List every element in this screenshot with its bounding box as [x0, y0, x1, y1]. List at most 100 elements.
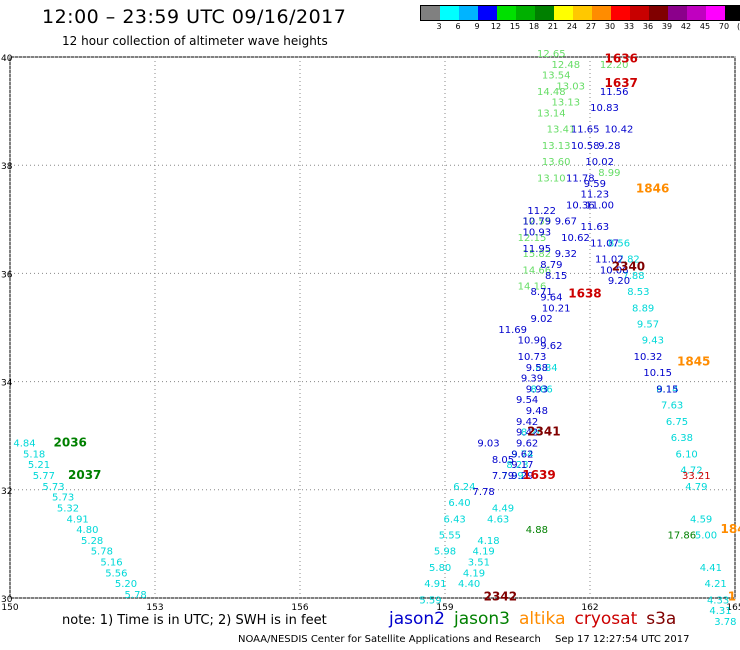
- wave-height-label: 8.23: [506, 460, 528, 471]
- wave-height-label: 5.56: [105, 568, 127, 579]
- legend-swatch: [554, 6, 573, 20]
- wave-height-label: 5.98: [434, 547, 456, 558]
- wave-height-label: 8.15: [545, 271, 567, 282]
- legend-swatch: [687, 6, 706, 20]
- wave-height-label: 11.22: [527, 206, 556, 217]
- wave-height-label: 8.89: [632, 303, 654, 314]
- wave-height-label: 11.23: [581, 190, 610, 201]
- pass-time-label: 1639: [522, 468, 555, 482]
- wave-height-label: 6.40: [448, 498, 470, 509]
- wave-height-label: 5.28: [81, 536, 103, 547]
- legend-swatch: [592, 6, 611, 20]
- legend-swatch: [478, 6, 497, 20]
- wave-height-label: 6.43: [444, 514, 466, 525]
- wave-height-label: 7.63: [661, 401, 683, 412]
- wave-height-label: 8.79: [540, 260, 562, 271]
- wave-height-label: 9.29: [511, 471, 533, 482]
- plot-frame: [9, 56, 736, 599]
- wave-height-label: 6.75: [666, 417, 688, 428]
- satellite-label-altika: altika: [519, 609, 566, 629]
- wave-height-label: 4.49: [492, 503, 514, 514]
- wave-height-label: 13.60: [542, 157, 571, 168]
- wave-height-label: 11.65: [571, 125, 600, 136]
- y-tick-label: 32: [1, 487, 12, 497]
- legend-swatch: [421, 6, 440, 20]
- wave-height-label: 4.59: [690, 514, 712, 525]
- legend-swatch: [573, 6, 592, 20]
- legend-tick-label: 3: [436, 22, 442, 31]
- x-tick-label: 165: [726, 603, 740, 613]
- wave-height-label: 6.10: [676, 449, 698, 460]
- wave-height-label: 17.86: [668, 530, 697, 541]
- wave-height-label: 10.32: [634, 352, 663, 363]
- wave-height-label: 9.02: [531, 314, 553, 325]
- legend-tick-label: 21: [547, 22, 559, 31]
- wave-height-label: 4.79: [685, 482, 707, 493]
- wave-height-label: 12.55: [523, 217, 552, 228]
- wave-height-label: 8.26: [521, 428, 543, 439]
- wave-height-label: 10.36: [566, 200, 595, 211]
- legend-tick-label: 70: [718, 22, 730, 31]
- wave-height-label: 10.90: [518, 336, 547, 347]
- wave-height-label: 9.64: [540, 292, 562, 303]
- wave-height-label: 4.18: [477, 536, 499, 547]
- wave-height-label: 5.59: [419, 595, 441, 606]
- wave-height-label: 7.79: [492, 471, 514, 482]
- wave-height-label: 8.84: [535, 363, 557, 374]
- wave-height-label: 4.41: [700, 563, 722, 574]
- wave-height-label: 10.83: [590, 103, 619, 114]
- wave-height-label: 9.62: [511, 449, 533, 460]
- wave-height-label: 4.63: [487, 514, 509, 525]
- satellite-label-s3a: s3a: [646, 609, 677, 629]
- pass-time-label: 1845: [677, 354, 710, 368]
- y-tick-label: 40: [1, 54, 13, 64]
- legend-swatch: [725, 6, 740, 20]
- wave-height-label: 6.24: [453, 482, 475, 493]
- wave-height-label: 9.74: [511, 449, 533, 460]
- wave-height-label: 11.07: [590, 238, 619, 249]
- wave-height-label: 7.88: [622, 271, 644, 282]
- y-tick-label: 34: [1, 379, 13, 389]
- wave-height-label: 7.82: [618, 255, 640, 266]
- wave-height-label: 8.86: [531, 384, 553, 395]
- wave-height-label: 4.31: [709, 606, 731, 617]
- wave-height-label: 10.79: [523, 217, 552, 228]
- legend-tick-label: 27: [585, 22, 597, 31]
- wave-height-label: 9.17: [511, 460, 533, 471]
- wave-height-label: 11.63: [581, 222, 610, 233]
- wave-height-label: 11.95: [523, 244, 552, 255]
- wave-height-label: 8.71: [531, 287, 553, 298]
- wave-height-label: 9.39: [521, 374, 543, 385]
- legend-tick-label: 24: [566, 22, 578, 31]
- wave-height-label: 9.42: [516, 428, 538, 439]
- wave-height-label: 4.88: [526, 525, 548, 536]
- legend-tick-label: 6: [455, 22, 461, 31]
- legend-swatch: [497, 6, 516, 20]
- wave-height-label: 14.16: [518, 282, 547, 293]
- wave-height-label: 12.20: [600, 60, 629, 71]
- wave-height-label: 5.78: [125, 590, 147, 601]
- generation-timestamp: Sep 17 12:27:54 UTC 2017: [555, 634, 690, 645]
- wave-height-label: 4.40: [458, 579, 480, 590]
- wave-height-label: 12.48: [552, 60, 581, 71]
- pass-time-label: 1: [728, 590, 736, 604]
- legend-tick-label: 33: [623, 22, 635, 31]
- wave-height-label: 5.55: [439, 530, 461, 541]
- legend-tick-label: 9: [474, 22, 480, 31]
- legend-swatch: [611, 6, 630, 20]
- satellite-label-cryosat: cryosat: [574, 609, 638, 629]
- wave-height-label: 13.03: [556, 81, 585, 92]
- wave-height-label: 4.84: [13, 439, 35, 450]
- wave-height-label: 4.33: [707, 595, 729, 606]
- y-tick-label: 36: [1, 270, 13, 280]
- chart-subtitle: 12 hour collection of altimeter wave hei…: [62, 34, 328, 48]
- legend-swatch: [516, 6, 535, 20]
- wave-height-label: 10.62: [561, 233, 590, 244]
- wave-height-label: 14.48: [537, 87, 566, 98]
- legend-tick-label: 15: [509, 22, 521, 31]
- wave-height-label: 5.73: [52, 493, 74, 504]
- pass-time-label: 1638: [568, 287, 601, 301]
- wave-height-label: 4.91: [67, 514, 89, 525]
- wave-height-label: 5.00: [695, 530, 717, 541]
- wave-height-label: 9.20: [608, 276, 630, 287]
